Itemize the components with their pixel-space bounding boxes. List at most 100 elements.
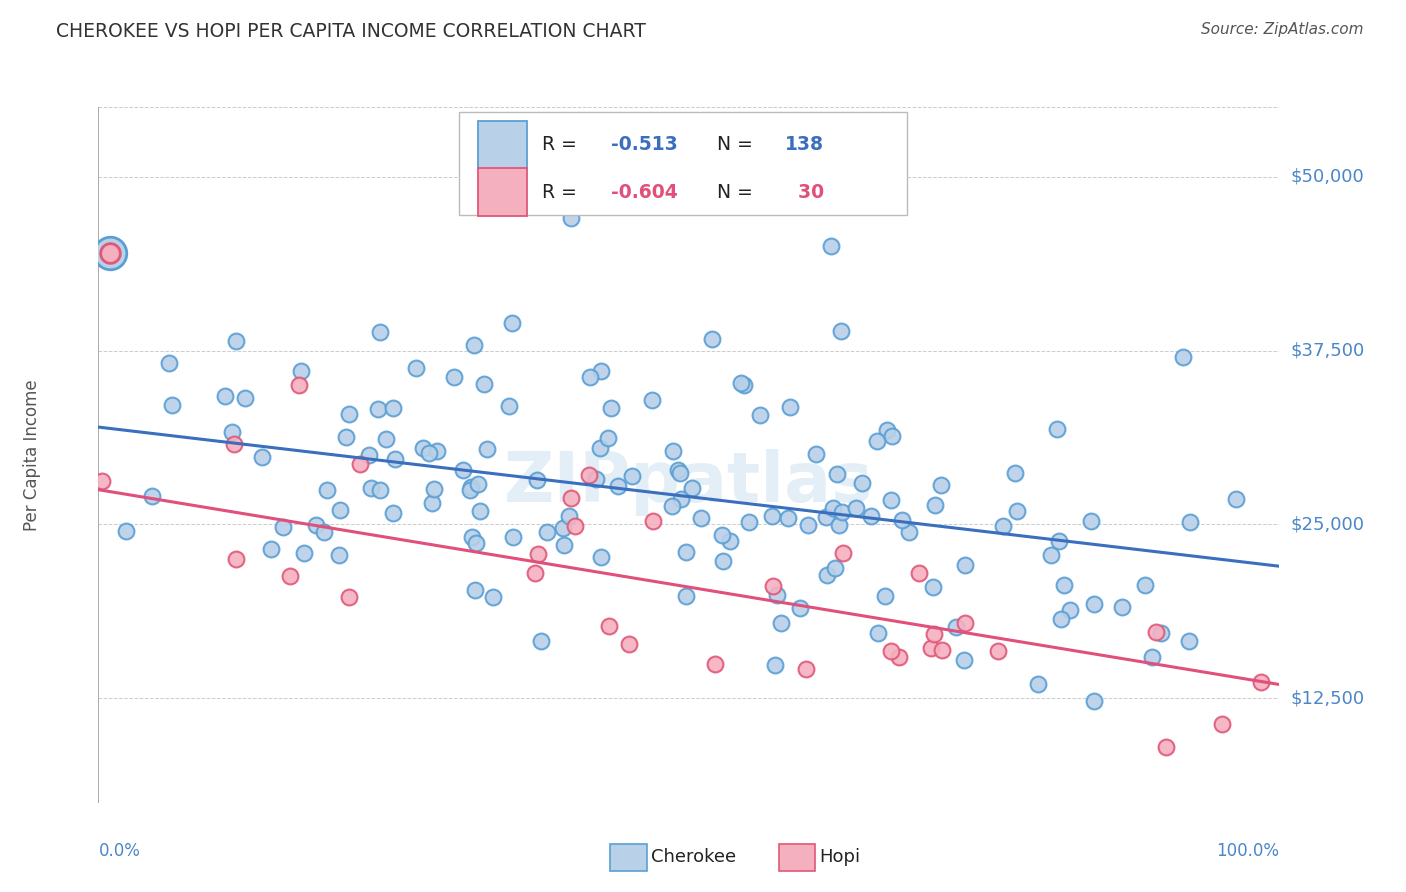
Point bbox=[880, 428, 903, 442]
Point bbox=[711, 554, 734, 568]
Point bbox=[1250, 675, 1272, 690]
Point bbox=[690, 511, 713, 525]
Point bbox=[418, 445, 440, 459]
Point bbox=[564, 519, 586, 533]
Point bbox=[666, 463, 689, 477]
Point bbox=[578, 467, 600, 482]
Point bbox=[730, 376, 752, 391]
Point bbox=[273, 520, 295, 534]
Point bbox=[426, 444, 449, 458]
Point bbox=[675, 590, 697, 604]
Point bbox=[922, 581, 945, 595]
Point bbox=[335, 430, 357, 444]
Point bbox=[1083, 693, 1105, 707]
Point bbox=[235, 391, 257, 405]
Point bbox=[922, 626, 945, 640]
Point bbox=[761, 509, 783, 524]
Point bbox=[368, 325, 391, 339]
Point bbox=[1154, 740, 1177, 755]
Text: Cherokee: Cherokee bbox=[651, 848, 737, 866]
Point bbox=[762, 579, 785, 593]
Point bbox=[460, 480, 482, 494]
Text: N =: N = bbox=[717, 183, 759, 202]
Point bbox=[423, 483, 446, 497]
Text: R =: R = bbox=[543, 183, 583, 202]
Text: $25,000: $25,000 bbox=[1291, 516, 1365, 533]
Point bbox=[671, 491, 693, 506]
Point bbox=[700, 332, 723, 346]
Point bbox=[898, 524, 921, 539]
Point bbox=[814, 509, 837, 524]
Point bbox=[349, 458, 371, 472]
Text: 100.0%: 100.0% bbox=[1216, 842, 1279, 860]
Text: $12,500: $12,500 bbox=[1291, 690, 1365, 707]
Point bbox=[710, 527, 733, 541]
Point bbox=[252, 450, 274, 464]
Point bbox=[141, 489, 163, 503]
Point bbox=[953, 653, 976, 667]
Point bbox=[553, 538, 575, 552]
Point bbox=[382, 401, 405, 415]
Point bbox=[1080, 514, 1102, 528]
Point bbox=[824, 561, 846, 575]
Point bbox=[1225, 492, 1247, 507]
Point bbox=[766, 588, 789, 602]
Text: CHEROKEE VS HOPI PER CAPITA INCOME CORRELATION CHART: CHEROKEE VS HOPI PER CAPITA INCOME CORRE… bbox=[56, 22, 647, 41]
Point bbox=[589, 442, 612, 456]
Point bbox=[225, 334, 247, 348]
Point bbox=[405, 361, 427, 376]
Point bbox=[558, 508, 581, 523]
Point bbox=[769, 616, 792, 631]
Point bbox=[738, 515, 761, 529]
Point bbox=[797, 517, 820, 532]
Point bbox=[931, 478, 953, 492]
Point bbox=[260, 541, 283, 556]
Point bbox=[315, 483, 337, 497]
Point bbox=[337, 590, 360, 604]
Point bbox=[312, 524, 335, 539]
Point bbox=[222, 437, 245, 451]
Point bbox=[924, 499, 946, 513]
Point bbox=[1142, 649, 1164, 664]
Point bbox=[443, 369, 465, 384]
Point bbox=[599, 401, 621, 415]
Point bbox=[464, 583, 486, 598]
Point bbox=[830, 324, 852, 338]
Point bbox=[662, 444, 685, 458]
Point bbox=[214, 389, 236, 403]
Point bbox=[1004, 466, 1026, 480]
Point bbox=[451, 463, 474, 477]
Point bbox=[1149, 626, 1171, 640]
Point bbox=[589, 550, 612, 565]
Point bbox=[598, 619, 620, 633]
Point bbox=[367, 401, 389, 416]
Point bbox=[589, 364, 612, 378]
Point bbox=[815, 568, 838, 582]
Point bbox=[641, 393, 664, 408]
Point bbox=[1083, 597, 1105, 611]
Point bbox=[776, 511, 799, 525]
Point bbox=[328, 548, 350, 562]
Point bbox=[502, 530, 524, 544]
Point bbox=[1177, 633, 1199, 648]
Point bbox=[675, 545, 697, 559]
Point bbox=[1144, 624, 1167, 639]
Point bbox=[160, 398, 183, 412]
Point bbox=[98, 253, 121, 268]
Point bbox=[820, 239, 842, 253]
FancyBboxPatch shape bbox=[478, 169, 527, 216]
Text: N =: N = bbox=[717, 136, 759, 154]
Point bbox=[718, 533, 741, 548]
Point bbox=[1026, 677, 1049, 691]
Point bbox=[579, 369, 602, 384]
Point bbox=[1180, 516, 1202, 530]
Point bbox=[704, 657, 727, 671]
Point bbox=[681, 481, 703, 495]
Point bbox=[763, 658, 786, 673]
Text: Source: ZipAtlas.com: Source: ZipAtlas.com bbox=[1201, 22, 1364, 37]
Point bbox=[748, 408, 770, 422]
Point bbox=[384, 452, 406, 467]
Point bbox=[560, 491, 582, 505]
Text: $50,000: $50,000 bbox=[1291, 168, 1364, 186]
Point bbox=[955, 558, 977, 572]
